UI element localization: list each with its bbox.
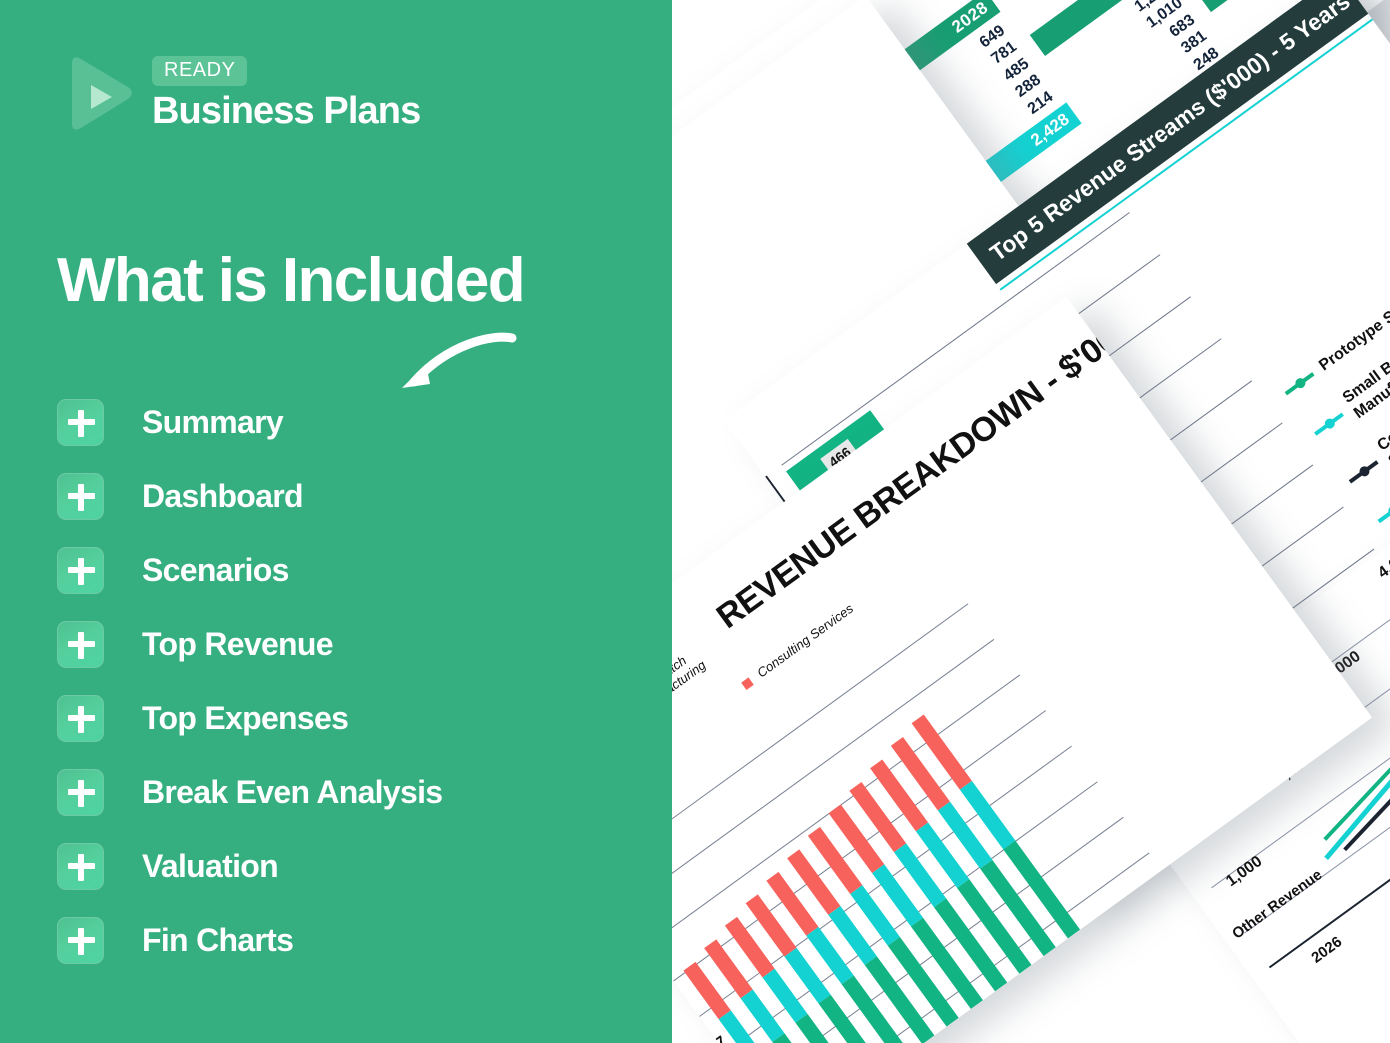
list-item[interactable]: Valuation bbox=[57, 829, 617, 903]
ready-badge: READY bbox=[152, 56, 248, 86]
list-item-label: Summary bbox=[142, 403, 284, 440]
list-item[interactable]: Break Even Analysis bbox=[57, 755, 617, 829]
list-item-label: Valuation bbox=[142, 847, 279, 884]
list-item-label: Dashboard bbox=[142, 477, 304, 514]
list-item[interactable]: Summary bbox=[57, 385, 617, 459]
legend-swatch-line-icon bbox=[1284, 372, 1315, 396]
list-item[interactable]: Top Expenses bbox=[57, 681, 617, 755]
list-item-label: Fin Charts bbox=[142, 921, 294, 958]
plus-icon bbox=[57, 768, 104, 816]
plus-icon bbox=[57, 472, 104, 520]
legend-label: Prototype Services bbox=[1316, 275, 1390, 375]
list-item-label: Top Revenue bbox=[142, 625, 334, 662]
legend-swatch-line-icon bbox=[1313, 412, 1344, 436]
list-item[interactable]: Dashboard bbox=[57, 459, 617, 533]
list-item-label: Break Even Analysis bbox=[142, 773, 443, 810]
list-item-label: Top Expenses bbox=[142, 699, 349, 736]
legend-swatch-line-icon bbox=[1377, 500, 1390, 524]
plus-icon bbox=[57, 694, 104, 742]
document-mockups-area: Name Table of Contents 128.9 2028 649 78… bbox=[664, 0, 1390, 1043]
list-item[interactable]: Fin Charts bbox=[57, 903, 617, 977]
legend-swatch-icon bbox=[741, 677, 754, 690]
brand-logo[interactable]: READY Business Plans bbox=[60, 52, 421, 136]
list-item[interactable]: Scenarios bbox=[57, 533, 617, 607]
legend-label: Small Batch Manufacturing bbox=[664, 652, 709, 718]
play-triangle-icon bbox=[60, 52, 136, 136]
feature-list: Summary Dashboard Scenarios Top Revenue … bbox=[57, 385, 617, 977]
list-item-label: Scenarios bbox=[142, 551, 289, 588]
mockup-sheet-line-chart: 1,000 2,000 3,000 4,000 2026 2027 Other … bbox=[1094, 430, 1390, 1043]
line-series-paths bbox=[1323, 572, 1390, 860]
curved-arrow-down-left-icon bbox=[388, 330, 528, 400]
plus-icon bbox=[57, 620, 104, 668]
legend-swatch-line-icon bbox=[1348, 459, 1379, 484]
brand-name: Business Plans bbox=[152, 90, 421, 132]
plus-icon bbox=[57, 546, 104, 594]
plus-icon bbox=[57, 916, 104, 964]
plus-icon bbox=[57, 398, 104, 446]
list-item[interactable]: Top Revenue bbox=[57, 607, 617, 681]
left-info-panel: READY Business Plans What is Included Su… bbox=[0, 0, 672, 1043]
plus-icon bbox=[57, 842, 104, 890]
chart-plot-area-line: 1,000 2,000 3,000 4,000 2026 2027 Other … bbox=[1122, 459, 1390, 1043]
page-title: What is Included bbox=[57, 246, 526, 315]
